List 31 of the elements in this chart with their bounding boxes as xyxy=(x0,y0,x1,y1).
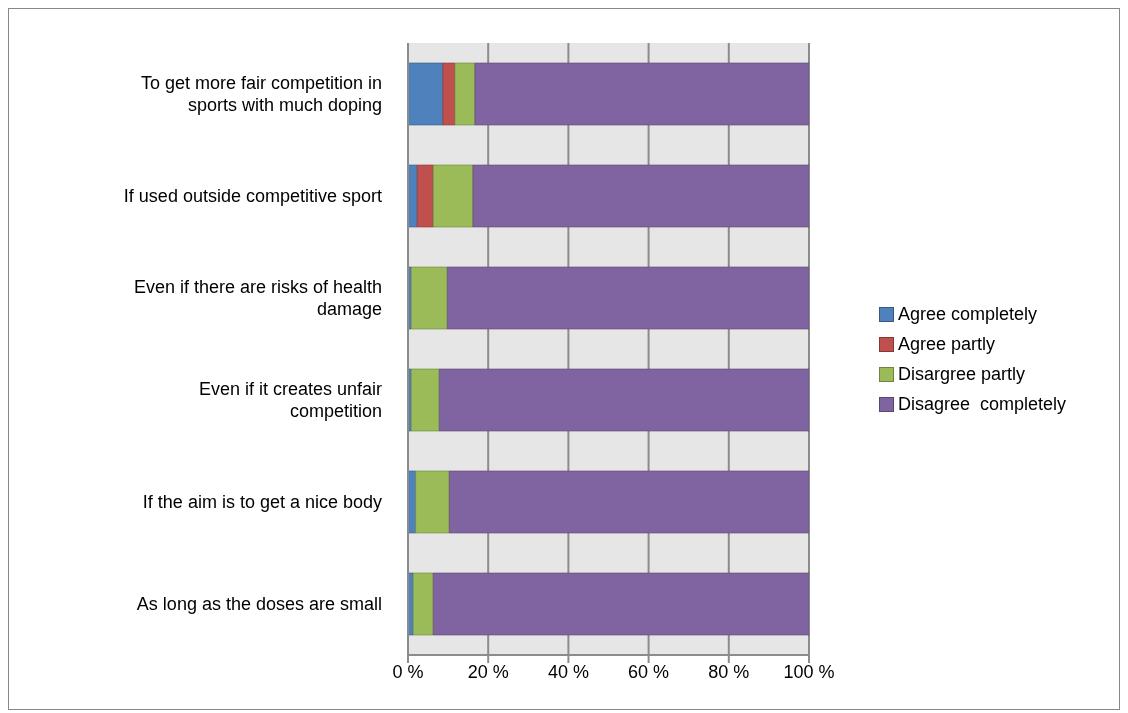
bar xyxy=(410,368,440,432)
y-tick-label: If used outside competitive sport xyxy=(123,186,382,206)
bar xyxy=(415,470,450,534)
legend-label: Disagree completely xyxy=(898,393,1067,415)
x-tick-label: 40 % xyxy=(547,661,589,682)
x-tick-label: 100 % xyxy=(783,661,835,682)
bar xyxy=(442,62,456,126)
bar xyxy=(472,164,809,228)
x-tick-label: 80 % xyxy=(708,661,750,682)
y-tick-label: Even if there are risks of health damage xyxy=(133,277,382,319)
bar xyxy=(432,164,474,228)
x-tick-label: 0 % xyxy=(392,661,424,682)
y-tick-label: Even if it creates unfair competition xyxy=(198,379,382,421)
bar xyxy=(449,470,809,534)
x-tick-label: 60 % xyxy=(628,661,670,682)
bar xyxy=(438,368,809,432)
bar xyxy=(447,266,809,330)
bar xyxy=(432,572,809,636)
y-tick-label: If the aim is to get a nice body xyxy=(142,492,382,512)
legend-label: Agree completely xyxy=(898,303,1038,325)
y-tick-label: As long as the doses are small xyxy=(136,594,382,614)
bar xyxy=(454,62,476,126)
bar xyxy=(416,164,434,228)
x-tick-label: 20 % xyxy=(467,661,509,682)
bar xyxy=(474,62,809,126)
bar xyxy=(410,266,448,330)
bar xyxy=(412,572,434,636)
bar xyxy=(408,62,444,126)
legend-label: Agree partly xyxy=(898,333,996,355)
y-tick-label: To get more fair competition in sports with much doping xyxy=(140,73,382,115)
legend-label: Disargree partly xyxy=(898,363,1026,385)
